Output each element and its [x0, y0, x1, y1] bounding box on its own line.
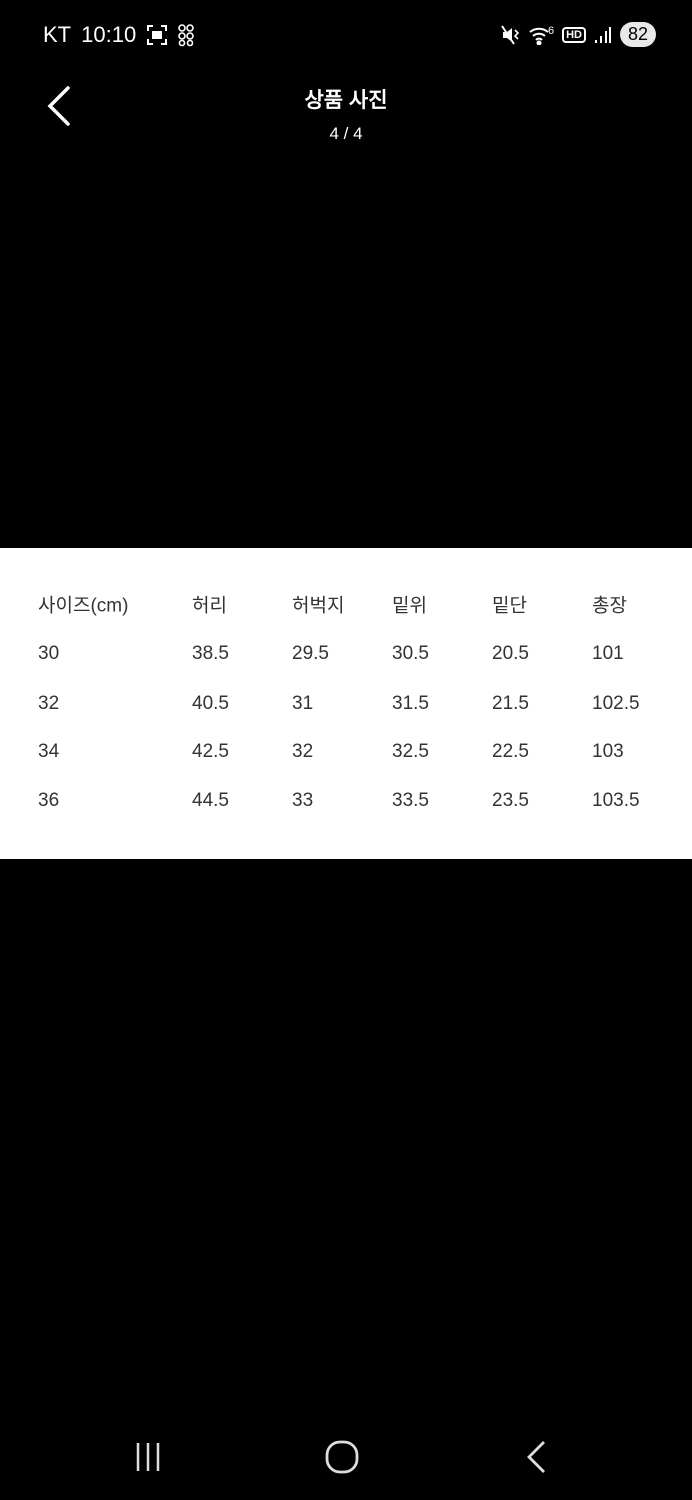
- signal-icon: [594, 26, 611, 43]
- table-cell: 44.5: [192, 790, 229, 811]
- clock: 10:10: [81, 22, 137, 47]
- table-cell: 102.5: [592, 693, 640, 714]
- photo-counter: 4 / 4: [329, 124, 363, 143]
- mute-icon: [501, 24, 520, 45]
- home-button[interactable]: [312, 1430, 372, 1484]
- table-cell: 31.5: [392, 693, 429, 714]
- table-cell: 20.5: [492, 643, 529, 664]
- table-cell: 40.5: [192, 693, 229, 714]
- table-cell: 23.5: [492, 790, 529, 811]
- table-cell: 33: [292, 790, 314, 811]
- table-cell: 34: [38, 741, 60, 762]
- table-cell: 103.5: [592, 790, 640, 811]
- status-bar-left: KT 10:10: [43, 22, 194, 48]
- table-cell: 33.5: [392, 790, 429, 811]
- status-bar-right: 6 HD 82: [501, 22, 656, 47]
- table-cell: 32: [292, 741, 314, 762]
- table-header: 사이즈(cm): [38, 595, 129, 617]
- battery-indicator: 82: [619, 22, 656, 47]
- table-cell: 103: [592, 741, 624, 762]
- chevron-left-icon: [47, 86, 70, 126]
- table-cell: 30.5: [392, 643, 429, 664]
- table-cell: 30: [38, 643, 60, 664]
- table-cell: 21.5: [492, 693, 529, 714]
- recent-apps-button[interactable]: [118, 1430, 178, 1484]
- hd-voice-icon: HD: [562, 26, 586, 43]
- back-button[interactable]: [44, 86, 74, 126]
- table-header: 허리: [192, 595, 227, 617]
- table-header: 밑단: [492, 595, 527, 617]
- screenshot-icon: [147, 25, 168, 45]
- table-cell: 32: [38, 693, 60, 714]
- table-header: 총장: [592, 595, 627, 617]
- table-cell: 36: [38, 790, 60, 811]
- table-cell: 29.5: [292, 643, 329, 664]
- table-header: 밑위: [392, 595, 427, 617]
- wifi-icon: 6: [529, 25, 554, 45]
- system-back-button[interactable]: [506, 1430, 566, 1484]
- table-cell: 22.5: [492, 741, 529, 762]
- table-cell: 32.5: [392, 741, 429, 762]
- carrier: KT: [43, 22, 72, 47]
- home-icon: [325, 1440, 359, 1474]
- back-icon: [527, 1441, 545, 1473]
- recent-apps-icon: [136, 1443, 160, 1471]
- product-photo-size-chart: 사이즈(cm) 허리 허벅지 밑위 밑단 총장 30 38.5 29.5 30.5 20.5 101 3…: [0, 548, 692, 859]
- table-cell: 101: [592, 643, 624, 664]
- page-title: 상품 사진: [304, 89, 388, 112]
- app-notification-icon: [178, 24, 194, 47]
- table-header: 허벅지: [292, 595, 345, 617]
- table-cell: 31: [292, 693, 314, 714]
- table-cell: 42.5: [192, 741, 229, 762]
- table-cell: 38.5: [192, 643, 229, 664]
